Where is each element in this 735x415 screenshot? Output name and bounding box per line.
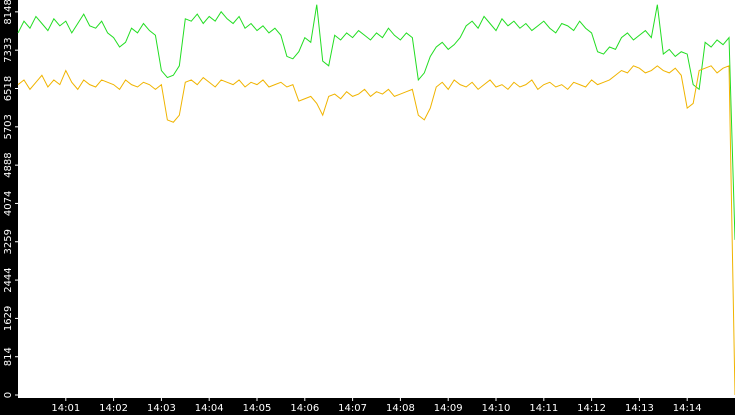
plot-area — [18, 0, 735, 398]
y-tick-label: 5703 — [3, 114, 14, 139]
x-tick-label: 14:08 — [386, 403, 415, 414]
x-tick-label: 14:06 — [290, 403, 319, 414]
x-tick-label: 14:12 — [577, 403, 606, 414]
y-tick-label: 0 — [3, 392, 14, 398]
y-tick-label: 814 — [3, 347, 14, 366]
y-tick-label: 4074 — [3, 191, 14, 216]
x-tick-label: 14:03 — [147, 403, 176, 414]
x-tick-label: 14:14 — [673, 403, 702, 414]
y-tick-label: 8148 — [3, 0, 14, 25]
x-tick-label: 14:04 — [195, 403, 224, 414]
x-tick-label: 14:11 — [529, 403, 558, 414]
x-tick-label: 14:07 — [338, 403, 367, 414]
y-tick-label: 7333 — [3, 37, 14, 62]
y-tick-label: 2444 — [3, 267, 14, 292]
x-tick-label: 14:05 — [243, 403, 272, 414]
series-line — [17, 4, 735, 240]
y-tick-label: 4888 — [3, 152, 14, 177]
series-line — [17, 65, 735, 396]
y-tick-label: 6518 — [3, 76, 14, 101]
x-tick-label: 14:13 — [625, 403, 654, 414]
y-tick-label: 1629 — [3, 306, 14, 331]
x-tick-label: 14:02 — [99, 403, 128, 414]
x-tick-label: 14:01 — [51, 403, 80, 414]
y-tick-label: 3259 — [3, 229, 14, 254]
x-tick-label: 14:10 — [482, 403, 511, 414]
x-tick-label: 14:09 — [434, 403, 463, 414]
